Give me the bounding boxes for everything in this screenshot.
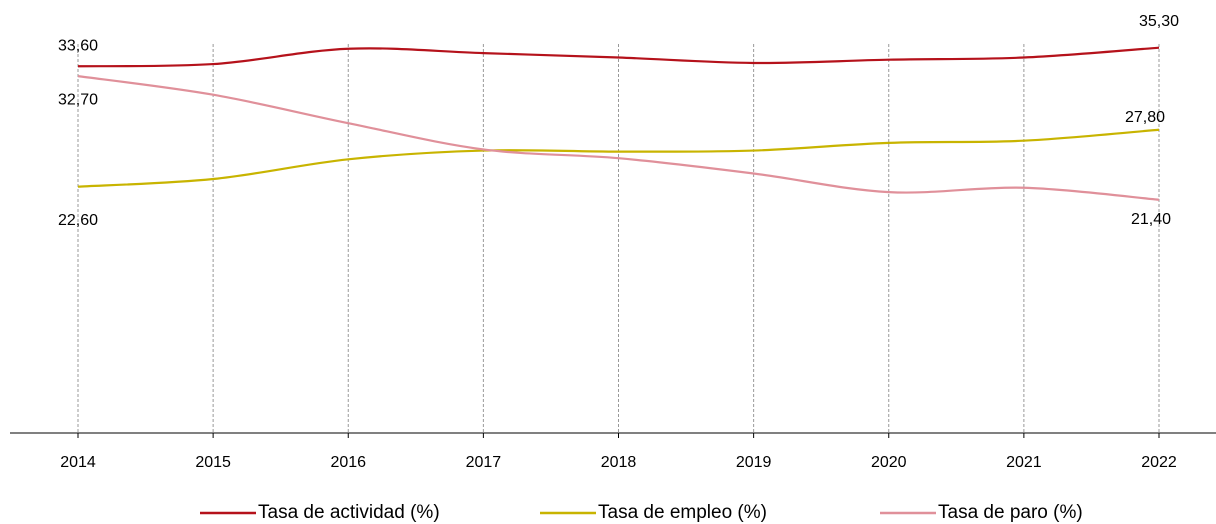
x-tick-label: 2015 <box>195 454 231 471</box>
legend-label: Tasa de paro (%) <box>938 502 1083 523</box>
x-tick-label: 2016 <box>330 454 366 471</box>
data-label: 33,60 <box>58 37 98 54</box>
data-label: 35,30 <box>1139 13 1179 30</box>
x-tick-label: 2014 <box>60 454 96 471</box>
data-label: 32,70 <box>58 91 98 108</box>
series-line <box>77 46 1160 68</box>
data-label: 27,80 <box>1125 109 1165 126</box>
legend-label: Tasa de actividad (%) <box>258 502 440 523</box>
x-tick-label: 2019 <box>736 454 772 471</box>
data-label: 22,60 <box>58 212 98 229</box>
data-label: 21,40 <box>1131 211 1171 228</box>
x-tick-label: 2021 <box>1006 454 1042 471</box>
x-tick-label: 2017 <box>466 454 502 471</box>
x-tick-label: 2018 <box>601 454 637 471</box>
x-tick-label: 2020 <box>871 454 907 471</box>
legend-label: Tasa de empleo (%) <box>598 502 767 523</box>
series-line <box>77 75 1160 201</box>
x-tick-label: 2022 <box>1141 454 1177 471</box>
series-line <box>77 128 1160 188</box>
